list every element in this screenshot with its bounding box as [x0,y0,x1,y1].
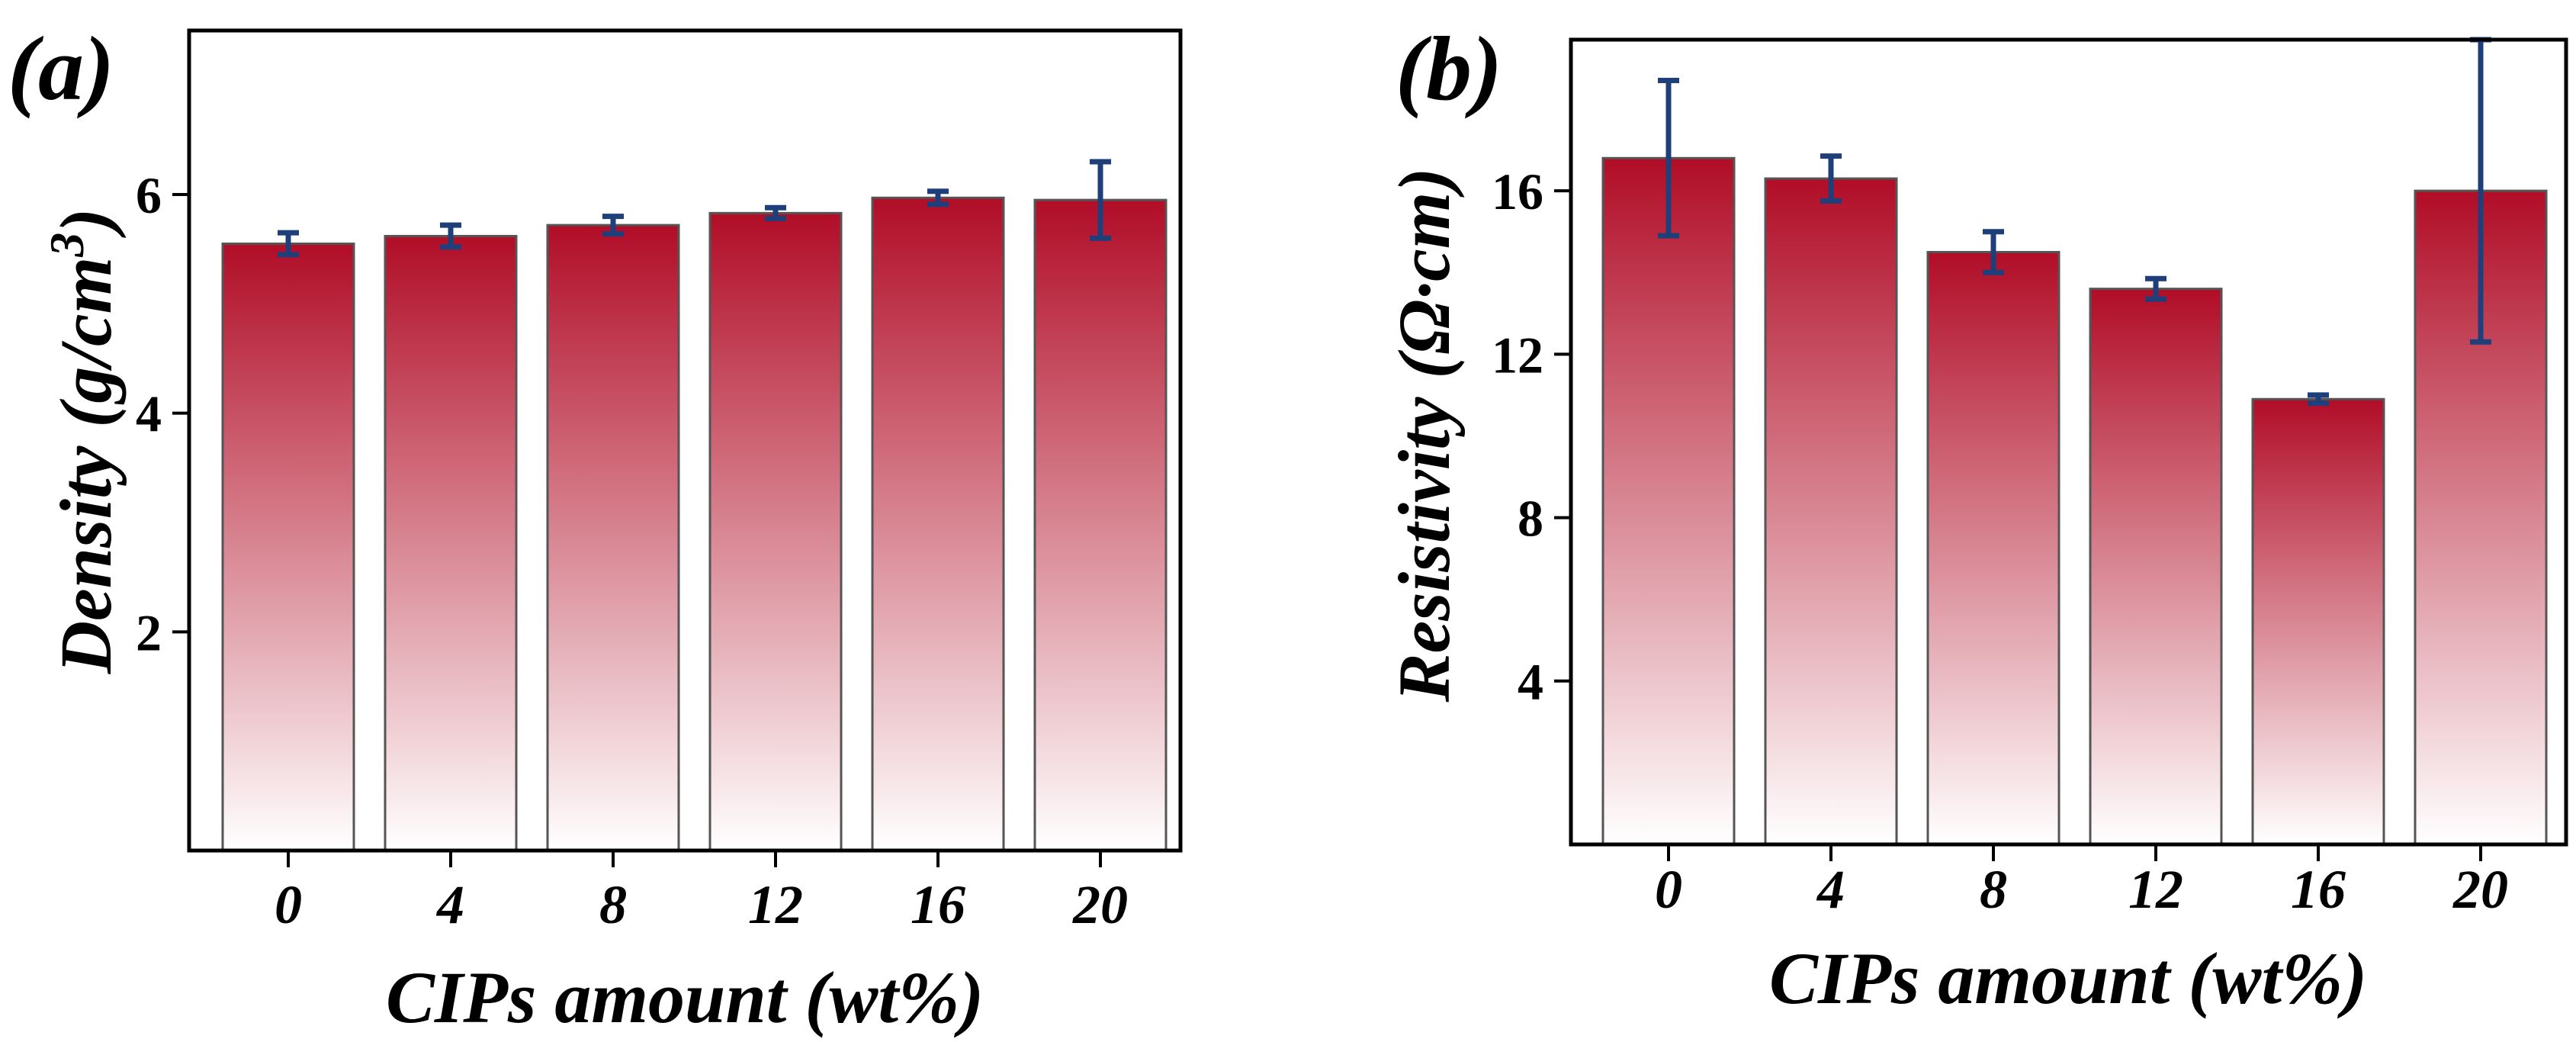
panel-label-a: (a) [8,18,114,119]
density-bar-16 [871,196,1005,852]
resistivity-error-bars [1658,37,2491,407]
resistivity-error-bar-12 [2145,275,2166,302]
resistivity-x-tick-label-16: 16 [2291,859,2346,920]
resistivity-bar-16 [2251,397,2385,846]
resistivity-y-tick-label-16: 16 [1492,162,1543,220]
density-x-tick-label-16: 16 [911,874,965,935]
resistivity-bar-4 [1764,177,1898,846]
density-x-tick-label-12: 12 [748,874,803,935]
density-bar-0 [221,243,355,852]
resistivity-x-tick-label-12: 12 [2128,859,2183,920]
density-bars [221,196,1168,852]
resistivity-x-tick-label-8: 8 [1980,859,2007,920]
resistivity-error-bar-4 [1820,153,1842,204]
resistivity-y-tick-label-4: 4 [1518,653,1543,711]
density-x-tick-label-4: 4 [435,874,464,935]
resistivity-x-tick-label-4: 4 [1816,859,1845,920]
density-bar-8 [546,224,680,852]
resistivity-error-bar-16 [2308,392,2329,407]
resistivity-error-bar-0 [1658,78,1679,239]
resistivity-y-axis-ticks: 4 8 12 16 [1492,162,1571,711]
resistivity-bar-0 [1601,156,1736,846]
resistivity-plot-frame [1569,37,2568,847]
density-bar-4 [384,234,518,852]
density-y-axis-title-main: Density (g/cm [45,257,127,675]
density-error-bar-4 [440,222,461,250]
density-y-tick-label-2: 2 [136,603,162,661]
density-error-bar-0 [278,230,299,258]
density-y-tick-label-6: 6 [136,166,162,224]
density-x-tick-label-0: 0 [275,874,302,935]
density-bar-12 [708,211,843,852]
resistivity-x-axis-title: CIPs amount (wt%) [1769,937,2367,1019]
density-bar-20 [1033,198,1168,852]
resistivity-x-tick-label-0: 0 [1655,859,1682,920]
resistivity-bars [1601,156,2548,846]
resistivity-y-tick-label-12: 12 [1492,326,1543,384]
density-error-bars [278,159,1111,258]
resistivity-y-tick-label-8: 8 [1518,490,1543,548]
density-x-tick-label-20: 20 [1072,874,1128,935]
density-error-bar-16 [927,188,949,207]
panel-label-b: (b) [1396,18,1502,119]
density-y-axis-title-superscript: 3 [40,233,94,258]
resistivity-bar-12 [2089,288,2223,846]
resistivity-error-bar-8 [1983,229,2004,275]
density-x-tick-label-8: 8 [599,874,627,935]
density-error-bar-8 [602,214,624,237]
density-x-axis-ticks: 0 4 8 12 16 20 [275,851,1128,935]
density-error-bar-12 [765,204,786,222]
density-chart: (a) 2 4 6 0 4 8 12 16 20 Density (g/cm3) CIPs a… [8,18,1183,1038]
resistivity-x-axis-ticks: 0 4 8 12 16 20 [1655,844,2508,920]
density-y-axis-ticks: 2 4 6 [136,166,189,661]
density-y-axis-title: Density (g/cm3) [40,208,127,675]
density-error-bar-20 [1090,159,1111,241]
resistivity-y-axis-title: Resistivity (Ω·cm) [1383,168,1465,703]
density-y-tick-label-4: 4 [136,385,162,443]
resistivity-x-tick-label-20: 20 [2452,859,2508,920]
density-x-axis-title: CIPs amount (wt%) [386,957,984,1038]
resistivity-bar-8 [1926,250,2060,846]
density-plot-frame [187,28,1183,853]
